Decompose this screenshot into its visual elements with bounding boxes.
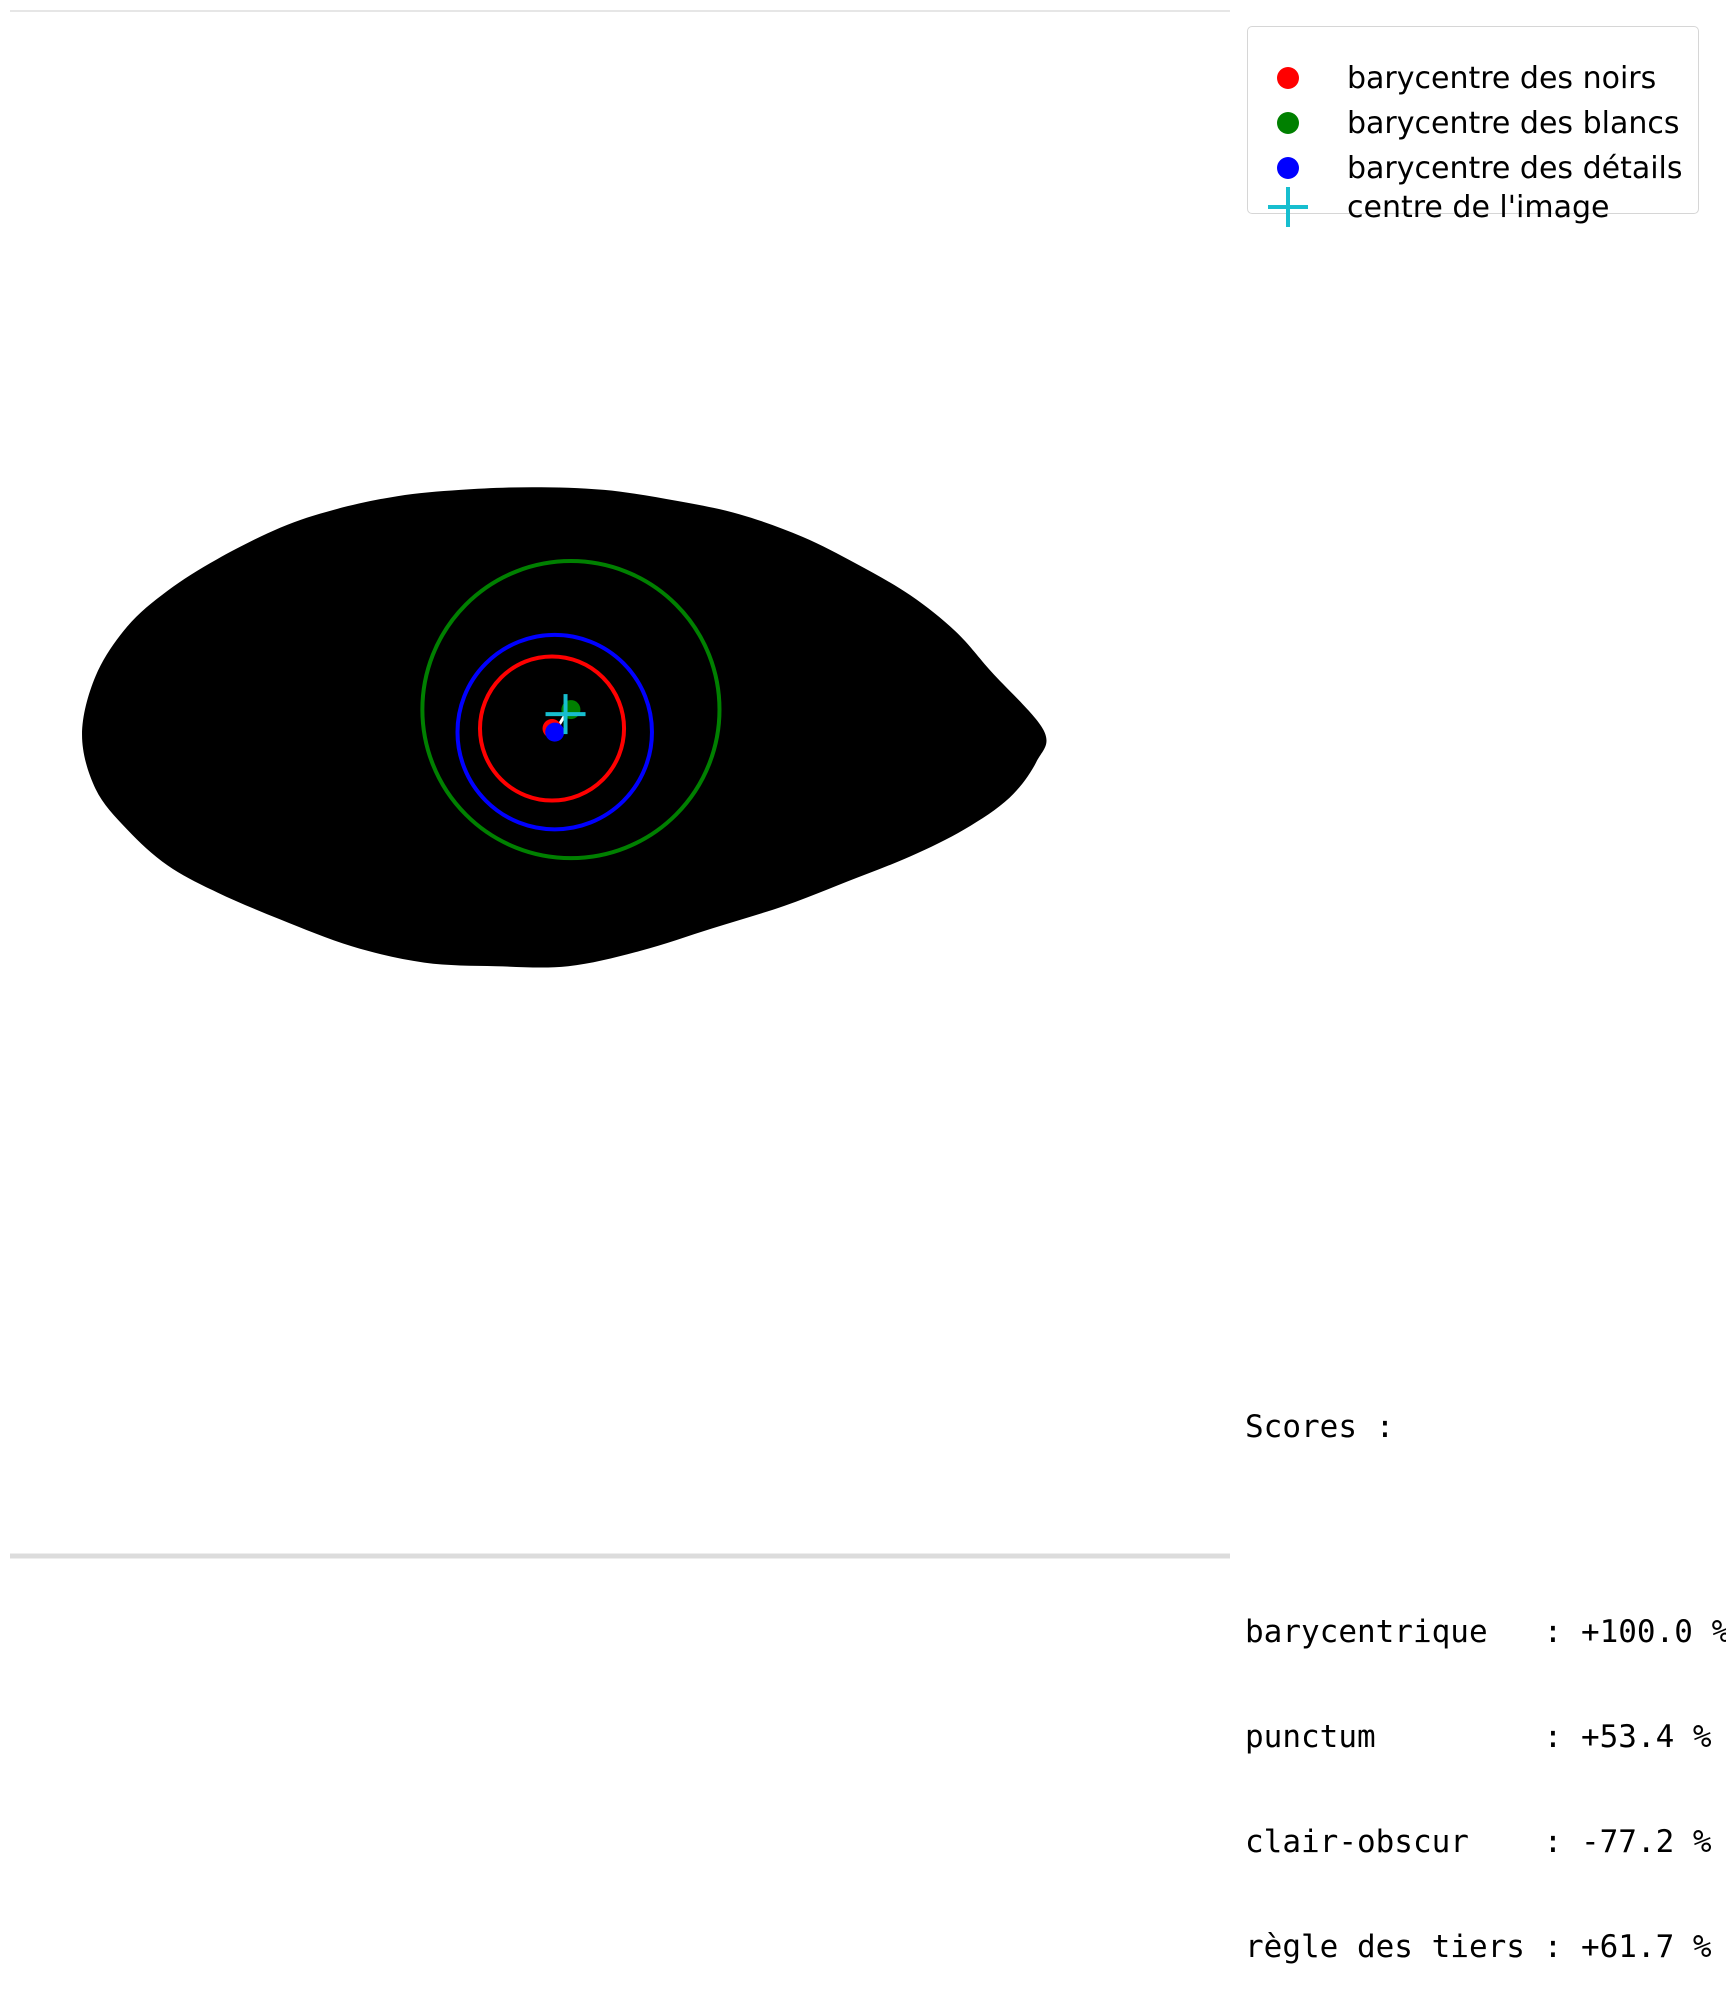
legend: barycentre des noirs barycentre des blan… [1247, 26, 1699, 227]
circle-barycentre-des-details [455, 632, 654, 832]
scores-spacer [1245, 1515, 1723, 1545]
legend-label-centre: centre de l'image [1347, 190, 1610, 225]
legend-item-blancs: barycentre des blancs [1248, 103, 1698, 143]
circle-barycentre-des-noirs [477, 654, 627, 803]
circle-barycentre-des-blancs [420, 559, 722, 861]
score-line-punctum: punctum : +53.4 % [1245, 1719, 1712, 1755]
blue-dot-icon [1277, 157, 1299, 179]
cyan-plus-icon [1268, 187, 1308, 227]
legend-item-noirs: barycentre des noirs [1248, 58, 1698, 98]
scores-title: Scores : [1245, 1409, 1395, 1445]
score-line-regle-des-tiers: règle des tiers : +61.7 % [1245, 1929, 1712, 1965]
score-line-clair-obscur: clair-obscur : -77.2 % [1245, 1824, 1712, 1860]
composition-figure [10, 10, 1230, 1560]
red-dot-icon [1277, 67, 1299, 89]
scores-panel: Scores : barycentrique : +100.0 % punctu… [1245, 1340, 1726, 2000]
legend-label-blancs: barycentre des blancs [1347, 106, 1680, 141]
plot-area [82, 487, 1047, 968]
legend-item-details: barycentre des détails [1248, 148, 1698, 188]
green-dot-icon [1277, 112, 1299, 134]
legend-item-centre: centre de l'image [1248, 187, 1698, 227]
score-line-barycentrique: barycentrique : +100.0 % [1245, 1614, 1726, 1650]
legend-label-noirs: barycentre des noirs [1347, 61, 1657, 96]
dot-barycentre-des-details [545, 722, 565, 742]
legend-label-details: barycentre des détails [1347, 151, 1683, 186]
